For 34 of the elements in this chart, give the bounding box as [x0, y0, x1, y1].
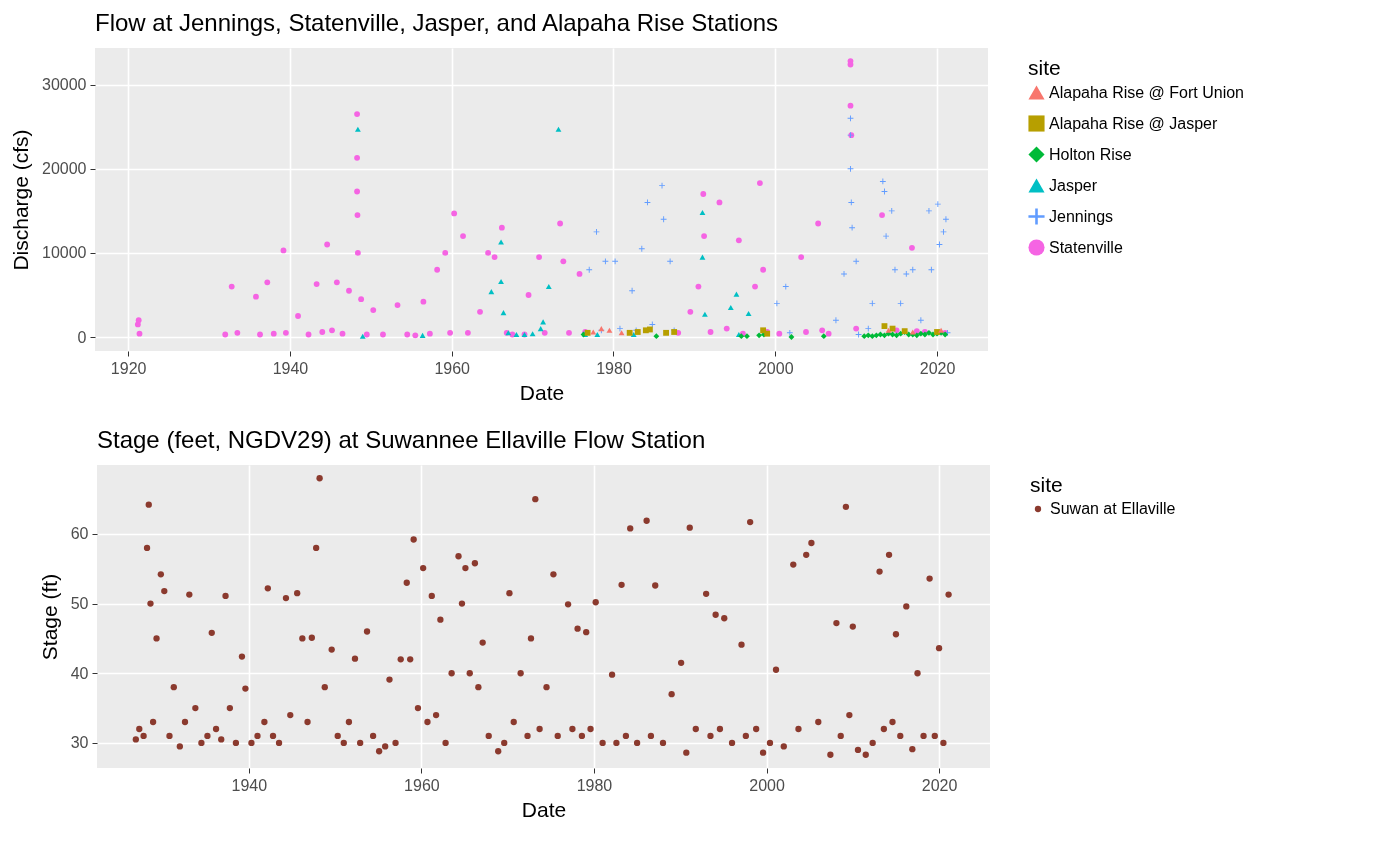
x-tick-label: 1980 [576, 776, 613, 794]
chart-title: Flow at Jennings, Statenville, Jasper, and Alapaha Rise Stations [95, 9, 779, 36]
legend-label: Suwan at Ellaville [1050, 500, 1176, 517]
legend-label: Alapaha Rise @ Jasper [1049, 114, 1218, 132]
x-tick-label: 1940 [272, 359, 309, 377]
legend-label: Alapaha Rise @ Fort Union [1049, 83, 1244, 101]
x-tick-label: 1920 [110, 359, 147, 377]
legend-label: Jasper [1049, 176, 1098, 194]
legend-title: site [1028, 56, 1061, 79]
y-axis-title: Discharge (cfs) [9, 129, 33, 271]
y-tick-label: 30000 [42, 76, 87, 94]
y-tick-label: 30 [70, 734, 89, 752]
y-axis-title: Stage (ft) [37, 573, 61, 661]
x-tick-label: 2020 [921, 776, 958, 794]
y-tick-label: 60 [70, 525, 89, 543]
x-tick-label: 1960 [434, 359, 471, 377]
x-tick-label: 1960 [404, 776, 440, 794]
x-tick-label: 2020 [919, 359, 956, 377]
x-axis-title: Date [521, 797, 567, 821]
y-tick-label: 10000 [42, 244, 87, 262]
y-tick-label: 50 [70, 595, 89, 613]
legend-label: Jennings [1049, 207, 1114, 225]
chart-title: Stage (feet, NGDV29) at Suwannee Ellaville Flow Station [97, 426, 706, 453]
x-tick-label: 2000 [757, 359, 794, 377]
legend-label: Statenville [1049, 238, 1123, 256]
x-tick-label: 1940 [231, 776, 268, 794]
x-axis-title: Date [519, 380, 565, 404]
y-tick-label: 0 [77, 328, 87, 346]
legend-label: Holton Rise [1049, 145, 1132, 163]
x-tick-label: 2000 [749, 776, 785, 794]
legend-title: site [1030, 473, 1063, 496]
y-tick-label: 20000 [42, 160, 87, 178]
x-tick-label: 1980 [596, 359, 632, 377]
y-tick-label: 40 [70, 664, 89, 682]
